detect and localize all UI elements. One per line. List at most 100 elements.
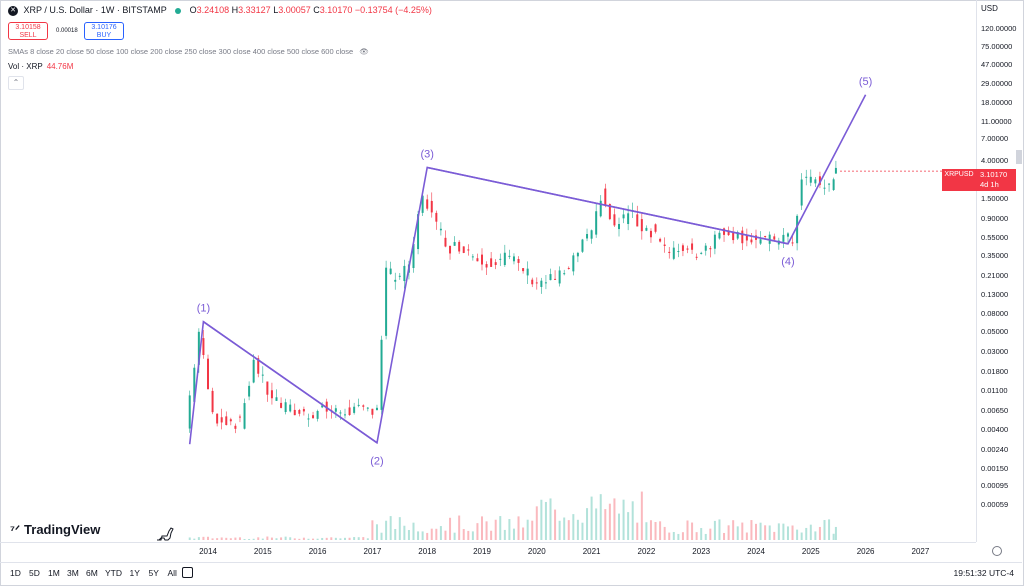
settings-icon[interactable]: [992, 546, 1002, 556]
dinosaur-icon[interactable]: [155, 526, 175, 542]
candle-body: [403, 265, 406, 282]
volume-bar: [275, 538, 278, 540]
volume-bar: [796, 529, 799, 540]
volume-bar: [704, 533, 707, 540]
candle-body: [481, 254, 483, 265]
volume-bar: [284, 536, 287, 540]
candle-body: [380, 339, 383, 410]
price-chart-svg[interactable]: (1) (2) (3) (4) (5): [0, 0, 976, 542]
tradingview-logo[interactable]: ⁷ᐟ TradingView: [10, 522, 100, 537]
candle-body: [508, 255, 511, 257]
price-tick: 0.55000: [981, 233, 1009, 243]
volume-bar: [814, 531, 817, 540]
timeframe-3m[interactable]: 3M: [67, 568, 79, 578]
currency-label[interactable]: USD: [981, 4, 998, 13]
chart-pane[interactable]: (1) (2) (3) (4) (5) ✕ XRP / U.S. Dollar · 1W…: [0, 0, 976, 542]
candle-body: [229, 419, 232, 422]
timeframe-ytd[interactable]: YTD: [105, 568, 122, 578]
volume-bar: [325, 537, 328, 540]
candle-body: [814, 179, 817, 184]
candle-body: [307, 418, 310, 420]
volume-bar: [736, 526, 739, 540]
candle-body: [595, 211, 598, 235]
candle-body: [321, 405, 324, 408]
timeframe-1d[interactable]: 1D: [10, 568, 21, 578]
candle-body: [823, 187, 826, 189]
open-value: 3.24108: [196, 5, 230, 15]
candle-body: [225, 416, 228, 426]
candle-body: [366, 407, 369, 409]
volume-bar: [375, 524, 378, 540]
timeframe-1m[interactable]: 1M: [48, 568, 60, 578]
candle-body: [709, 248, 712, 250]
price-tick: 0.00150: [981, 463, 1009, 473]
candle-body: [832, 179, 835, 190]
candle-body: [618, 223, 620, 230]
candle-body: [713, 234, 716, 249]
timeframe-all[interactable]: All: [167, 568, 177, 578]
buy-button[interactable]: 3.10176 BUY: [84, 22, 124, 40]
sell-button[interactable]: 3.10158 SELL: [8, 22, 48, 40]
timeframe-1y[interactable]: 1Y: [129, 568, 140, 578]
market-status-icon: [175, 7, 182, 14]
volume-bar: [544, 501, 547, 540]
volume-bar: [476, 523, 479, 540]
candle-body: [608, 204, 611, 220]
candle-body: [700, 252, 703, 254]
volume-bar: [522, 527, 525, 540]
volume-bar: [768, 525, 771, 540]
volume-bar: [549, 498, 552, 540]
timeframe-5y[interactable]: 5Y: [148, 568, 159, 578]
timeframe-6m[interactable]: 6M: [86, 568, 98, 578]
volume-bar: [595, 508, 598, 540]
volume-bar: [243, 538, 246, 540]
volume-bar: [773, 531, 776, 540]
calendar-icon[interactable]: [182, 567, 193, 578]
candle-body: [371, 408, 374, 415]
symbol-title[interactable]: XRP / U.S. Dollar · 1W · BITSTAMP: [23, 5, 167, 15]
volume-bar: [659, 521, 662, 540]
candle-body: [818, 176, 821, 185]
candle-body: [312, 415, 315, 419]
clock-readout[interactable]: 19:51:32 UTC-4: [953, 568, 1014, 578]
candle-body: [649, 230, 652, 238]
candle-body: [522, 268, 525, 272]
side-panel-toggle[interactable]: [1016, 150, 1022, 164]
sell-label: SELL: [19, 32, 37, 39]
volume-bar: [759, 522, 762, 540]
volume-bar: [777, 523, 780, 540]
eye-icon[interactable]: 👁: [359, 47, 369, 56]
price-tick: 0.05000: [981, 326, 1009, 336]
volume-bar: [430, 528, 433, 540]
price-tick: 47.00000: [981, 60, 1013, 70]
candle-body: [485, 264, 488, 268]
candle-body: [663, 244, 666, 246]
candle-body: [636, 214, 639, 227]
volume-bar: [672, 531, 675, 540]
volume-bar: [755, 523, 757, 540]
timeframe-5d[interactable]: 5D: [29, 568, 40, 578]
volume-bar: [334, 537, 337, 540]
volume-bar: [312, 538, 315, 540]
volume-legend[interactable]: Vol · XRP 44.76M: [8, 62, 73, 71]
volume-bar: [193, 538, 196, 540]
high-label: H: [231, 5, 239, 15]
candle-body: [216, 413, 219, 424]
volume-bar: [567, 520, 570, 540]
candle-body: [531, 279, 534, 285]
candle-body: [439, 228, 442, 231]
candle-body: [526, 268, 529, 276]
volume-bar: [302, 537, 305, 540]
collapse-legend-button[interactable]: ⌃: [8, 76, 24, 90]
candle-body: [298, 410, 301, 414]
time-axis[interactable]: 2014 2015 2016 2017 2018 2019 2020 2021 2022 2023…: [0, 542, 976, 563]
candle-body: [398, 275, 401, 277]
candle-body: [503, 252, 506, 266]
volume-bar: [435, 528, 438, 540]
volume-bar: [741, 522, 744, 540]
price-axis[interactable]: USD 120.00000 75.00000 47.00000 29.00000 18.…: [976, 0, 1023, 542]
open-label: O: [189, 5, 197, 15]
sma-indicator-legend[interactable]: SMAs 8 close 20 close 50 close 100 close…: [8, 47, 369, 56]
volume-bar: [398, 517, 401, 540]
price-tick: 4.00000: [981, 156, 1009, 166]
